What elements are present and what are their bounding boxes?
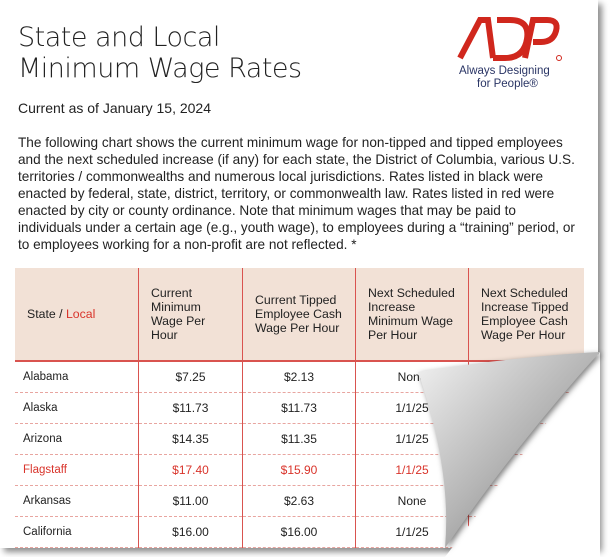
cell-current: $11.73	[138, 392, 243, 424]
logo-tagline-2: for People®	[477, 78, 538, 90]
cell-current: $11.00	[138, 485, 243, 517]
cell-name: California	[15, 516, 139, 548]
logo-tagline-1: Always Designing	[459, 65, 550, 77]
header-current: Current Minimum Wage Per Hour	[138, 268, 243, 361]
cell-name: Alaska	[15, 392, 139, 424]
table-row: Arizona $14.35 $11.35 1/1/25	[15, 423, 584, 455]
cell-name: Flagstaff	[15, 454, 139, 486]
cell-current: $17.40	[138, 454, 243, 486]
header-state: State / Local	[15, 268, 139, 361]
as-of-date: Current as of January 15, 2024	[18, 100, 212, 116]
title-line-1: State and Local	[18, 22, 220, 53]
table-row: Arkansas $11.00 $2.63 None	[15, 485, 584, 517]
cell-current: $16.00	[138, 516, 243, 548]
cell-current: $7.25	[138, 361, 243, 393]
cell-name: Arkansas	[15, 485, 139, 517]
header-next: Next Scheduled Increase Minimum Wage Per…	[355, 268, 469, 361]
intro-paragraph: The following chart shows the current mi…	[18, 135, 575, 252]
title-line-2: Minimum Wage Rates	[18, 53, 302, 84]
cell-tipped: $15.90	[242, 454, 356, 486]
cell-tipped: $16.00	[242, 516, 356, 548]
cell-current: $14.35	[138, 423, 243, 455]
header-tipped: Current Tipped Employee Cash Wage Per Ho…	[242, 268, 356, 361]
cell-tipped: $2.13	[242, 361, 356, 393]
header-next-tipped: Next Scheduled Increase Tipped Employee …	[468, 268, 584, 361]
cell-tipped: $11.35	[242, 423, 356, 455]
cell-name: Arizona	[15, 423, 139, 455]
cell-tipped: $11.73	[242, 392, 356, 424]
cell-tipped: $2.63	[242, 485, 356, 517]
adp-logo	[455, 14, 565, 64]
page-title: State and Local Minimum Wage Rates	[18, 22, 302, 84]
cell-name: Alabama	[15, 361, 139, 393]
